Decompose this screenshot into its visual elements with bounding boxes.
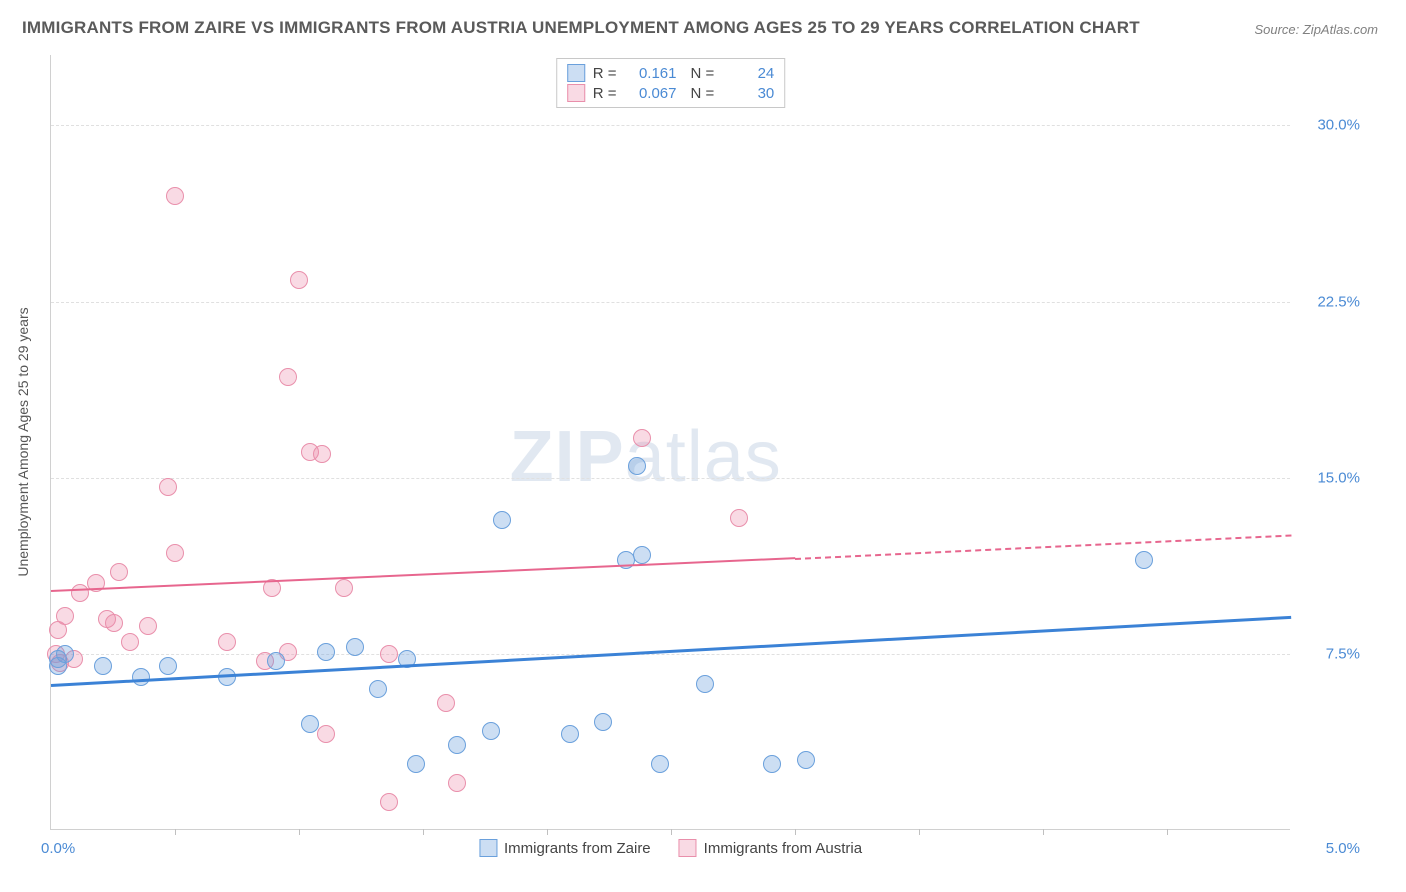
y-tick-label: 30.0% xyxy=(1300,117,1360,134)
trend-line xyxy=(51,616,1291,687)
y-tick-label: 22.5% xyxy=(1300,293,1360,310)
data-point xyxy=(56,645,74,663)
y-tick-label: 7.5% xyxy=(1300,645,1360,662)
legend-label-zaire: Immigrants from Zaire xyxy=(504,840,651,857)
data-point xyxy=(71,584,89,602)
r-label: R = xyxy=(593,85,617,102)
n-value-austria: 30 xyxy=(722,85,774,102)
swatch-austria-icon xyxy=(679,839,697,857)
x-tick xyxy=(1167,829,1168,835)
data-point xyxy=(94,657,112,675)
n-label: N = xyxy=(691,65,715,82)
grid-line xyxy=(51,125,1290,126)
data-point xyxy=(696,675,714,693)
r-label: R = xyxy=(593,65,617,82)
data-point xyxy=(105,614,123,632)
data-point xyxy=(730,509,748,527)
r-value-austria: 0.067 xyxy=(625,85,677,102)
data-point xyxy=(482,722,500,740)
data-point xyxy=(218,633,236,651)
data-point xyxy=(561,725,579,743)
grid-line xyxy=(51,302,1290,303)
data-point xyxy=(56,607,74,625)
trend-line xyxy=(51,558,795,593)
swatch-austria xyxy=(567,84,585,102)
data-point xyxy=(380,645,398,663)
r-value-zaire: 0.161 xyxy=(625,65,677,82)
watermark-light: atlas xyxy=(625,417,782,497)
data-point xyxy=(121,633,139,651)
data-point xyxy=(279,368,297,386)
data-point xyxy=(159,657,177,675)
n-value-zaire: 24 xyxy=(722,65,774,82)
data-point xyxy=(407,755,425,773)
data-point xyxy=(380,793,398,811)
data-point xyxy=(594,713,612,731)
data-point xyxy=(651,755,669,773)
data-point xyxy=(763,755,781,773)
chart-title: IMMIGRANTS FROM ZAIRE VS IMMIGRANTS FROM… xyxy=(22,18,1140,38)
data-point xyxy=(166,544,184,562)
trend-line-extrapolated xyxy=(795,534,1291,559)
legend-row-zaire: R = 0.161 N = 24 xyxy=(567,63,775,83)
data-point xyxy=(290,271,308,289)
swatch-zaire xyxy=(567,64,585,82)
data-point xyxy=(267,652,285,670)
data-point xyxy=(335,579,353,597)
grid-line xyxy=(51,654,1290,655)
n-label: N = xyxy=(691,85,715,102)
swatch-zaire-icon xyxy=(479,839,497,857)
data-point xyxy=(448,736,466,754)
x-tick xyxy=(919,829,920,835)
legend-label-austria: Immigrants from Austria xyxy=(704,840,862,857)
x-tick xyxy=(299,829,300,835)
data-point xyxy=(317,643,335,661)
legend-item-zaire: Immigrants from Zaire xyxy=(479,839,651,857)
x-tick xyxy=(175,829,176,835)
data-point xyxy=(301,715,319,733)
data-point xyxy=(346,638,364,656)
data-point xyxy=(633,429,651,447)
data-point xyxy=(633,546,651,564)
legend-item-austria: Immigrants from Austria xyxy=(679,839,862,857)
data-point xyxy=(139,617,157,635)
data-point xyxy=(313,445,331,463)
data-point xyxy=(110,563,128,581)
grid-line xyxy=(51,478,1290,479)
data-point xyxy=(218,668,236,686)
correlation-legend: R = 0.161 N = 24 R = 0.067 N = 30 xyxy=(556,58,786,108)
x-tick xyxy=(671,829,672,835)
data-point xyxy=(797,751,815,769)
data-point xyxy=(369,680,387,698)
data-point xyxy=(1135,551,1153,569)
data-point xyxy=(166,187,184,205)
y-axis-label: Unemployment Among Ages 25 to 29 years xyxy=(15,307,31,576)
data-point xyxy=(317,725,335,743)
data-point xyxy=(132,668,150,686)
data-point xyxy=(628,457,646,475)
data-point xyxy=(159,478,177,496)
x-tick xyxy=(1043,829,1044,835)
source-credit: Source: ZipAtlas.com xyxy=(1254,22,1378,37)
series-legend: Immigrants from Zaire Immigrants from Au… xyxy=(479,839,862,857)
scatter-plot-area: Unemployment Among Ages 25 to 29 years Z… xyxy=(50,55,1290,830)
x-axis-min-label: 0.0% xyxy=(41,840,75,857)
x-axis-max-label: 5.0% xyxy=(1326,840,1360,857)
x-tick xyxy=(547,829,548,835)
x-tick xyxy=(423,829,424,835)
x-tick xyxy=(795,829,796,835)
y-tick-label: 15.0% xyxy=(1300,469,1360,486)
data-point xyxy=(437,694,455,712)
legend-row-austria: R = 0.067 N = 30 xyxy=(567,83,775,103)
watermark-bold: ZIP xyxy=(510,417,625,497)
data-point xyxy=(493,511,511,529)
data-point xyxy=(448,774,466,792)
